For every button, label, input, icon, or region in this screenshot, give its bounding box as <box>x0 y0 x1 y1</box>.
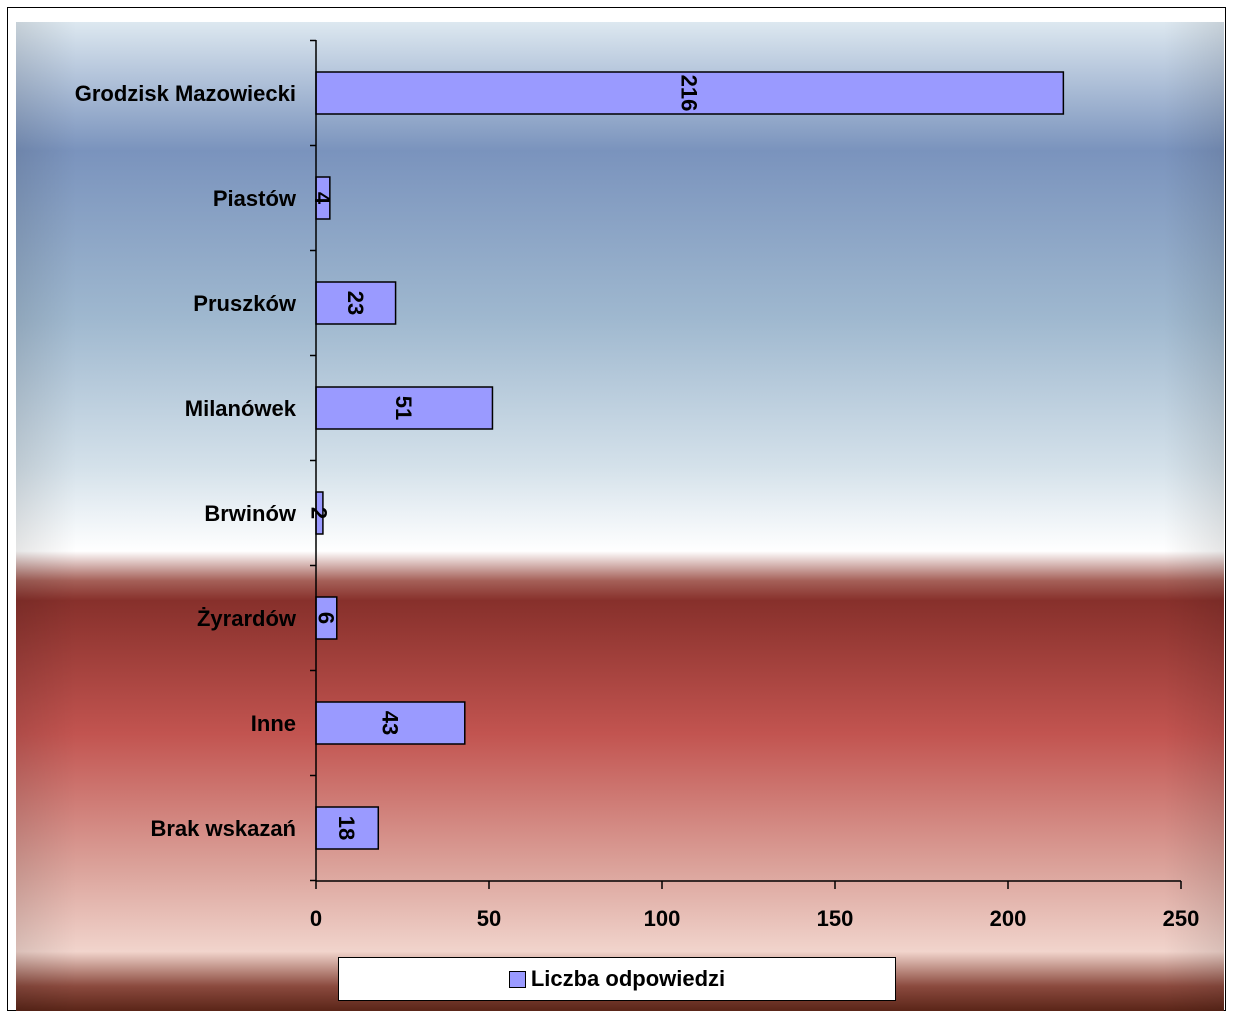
data-label: 23 <box>343 291 368 315</box>
bar <box>315 71 1065 115</box>
x-tick-label: 0 <box>310 906 322 931</box>
category-label: Brwinów <box>204 501 297 526</box>
bar <box>315 386 494 430</box>
data-label: 4 <box>310 192 335 205</box>
x-tick-label: 150 <box>817 906 854 931</box>
data-label: 51 <box>391 396 416 420</box>
bar <box>315 281 397 325</box>
data-label: 43 <box>377 711 402 735</box>
category-label: Brak wskazań <box>150 816 296 841</box>
bar <box>315 701 466 745</box>
category-label: Pruszków <box>193 291 297 316</box>
legend-swatch <box>508 970 526 988</box>
x-tick-label: 50 <box>477 906 501 931</box>
legend-label: Liczba odpowiedzi <box>530 966 726 991</box>
x-tick-label: 200 <box>990 906 1027 931</box>
category-label: Milanówek <box>185 396 297 421</box>
category-label: Piastów <box>213 186 297 211</box>
data-label: 18 <box>334 816 359 840</box>
category-label: Żyrardów <box>197 606 297 631</box>
data-label: 2 <box>306 507 331 519</box>
category-label: Inne <box>251 711 296 736</box>
bar <box>315 806 380 850</box>
x-tick-label: 250 <box>1163 906 1200 931</box>
data-label: 216 <box>677 75 702 112</box>
category-label: Grodzisk Mazowiecki <box>75 81 296 106</box>
x-tick-label: 100 <box>644 906 681 931</box>
legend: Liczba odpowiedzi <box>338 957 896 1001</box>
plot-background-shade <box>16 22 1224 1011</box>
data-label: 6 <box>313 612 338 624</box>
